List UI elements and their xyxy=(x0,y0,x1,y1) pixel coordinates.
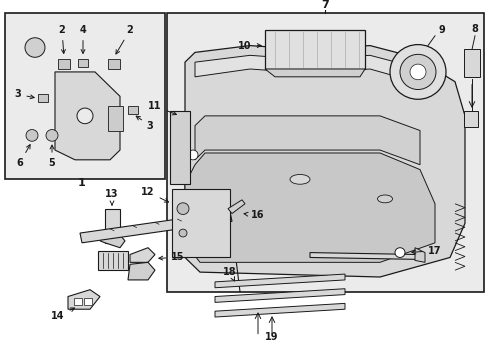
Bar xyxy=(74,297,82,305)
Bar xyxy=(463,49,479,77)
Text: 3: 3 xyxy=(136,116,153,131)
Polygon shape xyxy=(128,106,138,114)
Circle shape xyxy=(409,64,425,80)
Text: 15: 15 xyxy=(159,252,184,262)
Text: 16: 16 xyxy=(244,211,264,220)
Text: 7: 7 xyxy=(321,0,328,10)
Text: 2: 2 xyxy=(116,25,133,54)
Polygon shape xyxy=(55,72,120,160)
Circle shape xyxy=(399,54,435,90)
Polygon shape xyxy=(227,200,244,213)
Text: 14: 14 xyxy=(51,308,74,321)
Polygon shape xyxy=(38,94,48,102)
Bar xyxy=(264,30,364,69)
Text: 12: 12 xyxy=(141,187,168,202)
Polygon shape xyxy=(58,59,70,69)
Polygon shape xyxy=(195,116,419,165)
Bar xyxy=(170,111,190,184)
Bar xyxy=(98,251,128,270)
Circle shape xyxy=(25,38,45,57)
Bar xyxy=(5,13,164,179)
Polygon shape xyxy=(414,248,424,262)
Text: 10: 10 xyxy=(238,41,261,50)
Text: 13: 13 xyxy=(105,189,119,205)
Polygon shape xyxy=(80,212,231,243)
Text: 3: 3 xyxy=(15,89,34,99)
Bar xyxy=(108,106,123,131)
Circle shape xyxy=(26,130,38,141)
Polygon shape xyxy=(68,290,100,309)
Text: 1: 1 xyxy=(78,178,86,188)
Bar xyxy=(167,13,483,292)
Circle shape xyxy=(46,130,58,141)
Text: 18: 18 xyxy=(223,267,236,281)
Polygon shape xyxy=(108,59,120,69)
Text: 9: 9 xyxy=(438,25,445,35)
Polygon shape xyxy=(195,55,414,82)
Circle shape xyxy=(389,45,445,99)
Polygon shape xyxy=(100,235,125,248)
Text: 19: 19 xyxy=(264,333,278,342)
Polygon shape xyxy=(215,274,345,288)
Circle shape xyxy=(177,203,189,215)
Polygon shape xyxy=(184,46,464,277)
Circle shape xyxy=(394,248,404,257)
Text: 5: 5 xyxy=(48,145,55,168)
Polygon shape xyxy=(215,303,345,317)
Text: 17: 17 xyxy=(411,246,441,256)
Circle shape xyxy=(77,108,93,124)
Text: 2: 2 xyxy=(59,25,65,53)
Text: 4: 4 xyxy=(80,25,86,53)
Polygon shape xyxy=(309,253,419,260)
Polygon shape xyxy=(264,69,364,77)
Text: 11: 11 xyxy=(148,101,176,115)
Text: 6: 6 xyxy=(17,145,30,168)
Polygon shape xyxy=(128,262,155,280)
Polygon shape xyxy=(78,59,88,67)
Circle shape xyxy=(187,150,198,160)
Bar xyxy=(105,209,120,243)
Ellipse shape xyxy=(289,175,309,184)
Polygon shape xyxy=(130,248,155,262)
Bar xyxy=(463,111,477,127)
Bar xyxy=(84,297,92,305)
Polygon shape xyxy=(184,153,434,262)
Bar xyxy=(172,189,229,257)
Text: 8: 8 xyxy=(470,24,477,34)
Circle shape xyxy=(179,229,186,237)
Polygon shape xyxy=(215,289,345,302)
Ellipse shape xyxy=(377,195,392,203)
